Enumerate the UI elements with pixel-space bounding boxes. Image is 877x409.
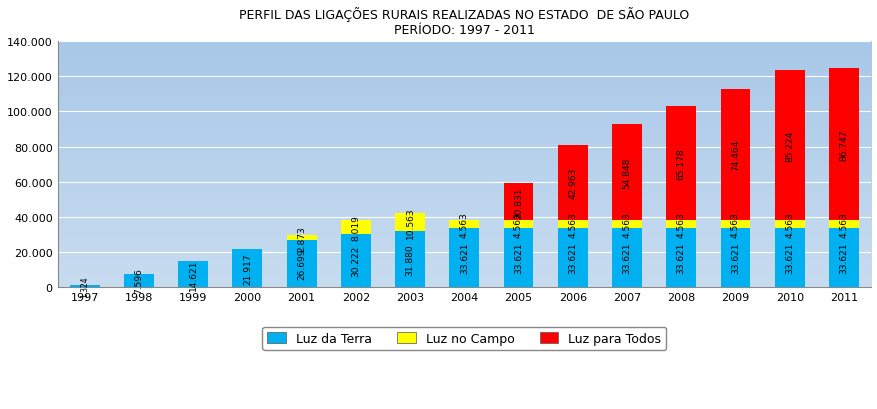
Bar: [611, 124, 641, 220]
Text: 4.563: 4.563: [784, 212, 794, 237]
Text: 33.621: 33.621: [731, 242, 739, 274]
Text: 14.621: 14.621: [189, 259, 197, 290]
Bar: [178, 262, 208, 288]
Text: 4.563: 4.563: [513, 212, 523, 237]
Text: 85.224: 85.224: [784, 130, 794, 162]
Text: 4.563: 4.563: [460, 212, 468, 237]
Text: 33.621: 33.621: [676, 242, 685, 274]
Text: 42.963: 42.963: [567, 167, 576, 198]
Bar: [774, 229, 803, 288]
Bar: [449, 229, 479, 288]
Text: 2.873: 2.873: [296, 225, 306, 251]
Text: 33.621: 33.621: [784, 242, 794, 274]
Text: 30.222: 30.222: [351, 245, 360, 276]
Text: 33.621: 33.621: [622, 242, 631, 274]
Text: 20.831: 20.831: [513, 187, 523, 218]
Bar: [828, 229, 858, 288]
Bar: [449, 220, 479, 229]
Text: 54.848: 54.848: [622, 157, 631, 188]
Text: 33.621: 33.621: [567, 242, 576, 274]
Text: 7.596: 7.596: [134, 268, 143, 294]
Bar: [557, 145, 587, 220]
Bar: [774, 71, 803, 220]
Bar: [666, 229, 695, 288]
Text: 33.621: 33.621: [513, 242, 523, 274]
Bar: [720, 90, 750, 220]
Bar: [232, 249, 262, 288]
Bar: [340, 234, 370, 288]
Text: 26.699: 26.699: [296, 248, 306, 280]
Text: 8.019: 8.019: [351, 215, 360, 240]
Bar: [611, 229, 641, 288]
Bar: [611, 220, 641, 229]
Bar: [666, 106, 695, 220]
Bar: [774, 220, 803, 229]
Bar: [287, 240, 317, 288]
Bar: [828, 69, 858, 220]
Text: 33.621: 33.621: [460, 242, 468, 274]
Bar: [557, 229, 587, 288]
Bar: [395, 231, 424, 288]
Bar: [828, 220, 858, 229]
Legend: Luz da Terra, Luz no Campo, Luz para Todos: Luz da Terra, Luz no Campo, Luz para Tod…: [262, 327, 666, 350]
Bar: [557, 220, 587, 229]
Bar: [503, 184, 533, 220]
Text: 21.917: 21.917: [243, 252, 252, 284]
Bar: [666, 220, 695, 229]
Text: 4.563: 4.563: [567, 212, 576, 237]
Text: 4.563: 4.563: [838, 212, 847, 237]
Text: 74.464: 74.464: [731, 140, 739, 171]
Text: 1.324: 1.324: [80, 275, 89, 297]
Bar: [124, 274, 153, 288]
Bar: [287, 236, 317, 240]
Text: 33.621: 33.621: [838, 242, 847, 274]
Text: 86.747: 86.747: [838, 129, 847, 160]
Bar: [720, 229, 750, 288]
Text: 4.563: 4.563: [676, 212, 685, 237]
Bar: [503, 229, 533, 288]
Text: 10.563: 10.563: [405, 207, 414, 238]
Text: 31.880: 31.880: [405, 244, 414, 275]
Bar: [340, 220, 370, 234]
Bar: [503, 220, 533, 229]
Bar: [395, 213, 424, 231]
Text: 4.563: 4.563: [731, 212, 739, 237]
Text: 65.178: 65.178: [676, 148, 685, 179]
Title: PERFIL DAS LIGAÇÕES RURAIS REALIZADAS NO ESTADO  DE SÃO PAULO
PERÍODO: 1997 - 20: PERFIL DAS LIGAÇÕES RURAIS REALIZADAS NO…: [239, 7, 688, 37]
Bar: [720, 220, 750, 229]
Bar: [69, 285, 99, 288]
Text: 4.563: 4.563: [622, 212, 631, 237]
